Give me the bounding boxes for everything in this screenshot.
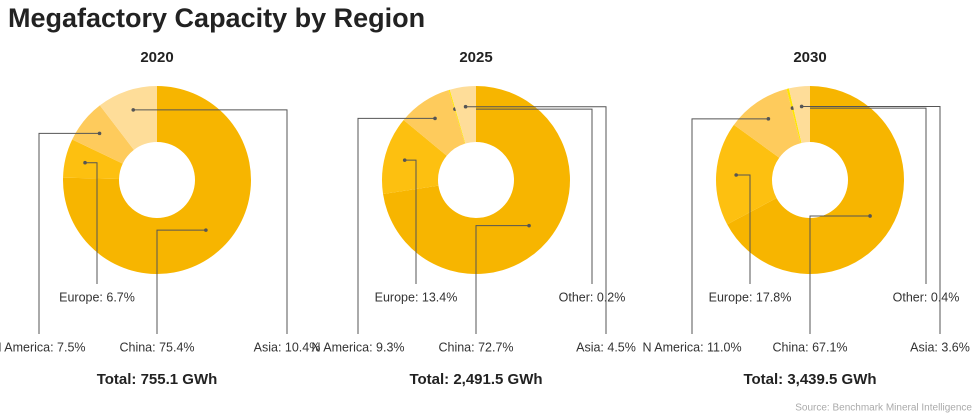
total-label: Total: 2,491.5 GWh: [409, 371, 542, 388]
leader-line: [156, 229, 206, 334]
leader-line: [801, 105, 941, 334]
leader-dot: [868, 214, 872, 218]
slice-label: Asia: 3.6%: [910, 340, 970, 354]
slice-label: Asia: 10.4%: [254, 340, 321, 354]
slice: [448, 89, 466, 144]
leader-dot: [766, 117, 771, 121]
slice: [733, 88, 801, 158]
leader-dot: [204, 228, 208, 232]
pie-title: 2030: [793, 49, 826, 66]
leader-line: [133, 109, 288, 334]
total-label: Total: 755.1 GWh: [97, 371, 218, 388]
slice-label: China: 75.4%: [119, 340, 194, 354]
slice-label: Other: 0.2%: [559, 290, 626, 304]
slice: [786, 88, 802, 144]
leader-line: [38, 132, 100, 334]
slice: [99, 86, 157, 150]
leader-dot: [799, 104, 804, 109]
leader-line: [736, 174, 751, 284]
slice-label: Europe: 13.4%: [375, 290, 458, 304]
slice-label: China: 72.7%: [438, 340, 513, 354]
leader-line: [465, 106, 607, 334]
leader-line: [691, 118, 769, 334]
slice-label: Other: 0.4%: [893, 290, 960, 304]
slice-label: Europe: 6.7%: [59, 290, 135, 304]
slice: [727, 86, 904, 274]
leader-dot: [463, 104, 468, 109]
pie-title: 2020: [140, 49, 173, 66]
slice: [381, 120, 447, 194]
slice-label: China: 67.1%: [772, 340, 847, 354]
source: Source: Benchmark Mineral Intelligence: [795, 403, 972, 414]
leader-line: [809, 215, 871, 334]
slice-label: N America: 11.0%: [642, 340, 741, 354]
leader-dot: [527, 223, 531, 228]
slice: [403, 90, 465, 156]
slice: [383, 86, 570, 275]
leader-line: [85, 162, 98, 284]
pie-title: 2025: [459, 49, 492, 66]
slice-label: Europe: 17.8%: [709, 290, 792, 304]
total-label: Total: 3,439.5 GWh: [743, 371, 876, 388]
leader-dot: [734, 173, 738, 177]
leader-dot: [97, 131, 102, 136]
leader-dot: [402, 158, 407, 162]
slice: [449, 86, 476, 144]
leader-line: [792, 107, 927, 284]
leader-dot: [83, 160, 87, 165]
leader-dot: [131, 108, 136, 112]
slice: [63, 86, 251, 274]
slice: [72, 105, 134, 164]
leader-line: [404, 159, 417, 284]
slice: [63, 139, 123, 180]
leader-line: [454, 108, 593, 284]
slice-label: Asia: 4.5%: [576, 340, 636, 354]
chart-title: Megafactory Capacity by Region: [8, 3, 425, 33]
slice: [788, 86, 810, 143]
leader-line: [475, 225, 530, 334]
leader-line: [357, 117, 436, 334]
slice-label: N America: 7.5%: [0, 340, 86, 354]
slice-label: N America: 9.3%: [311, 340, 404, 354]
leader-dot: [433, 116, 437, 121]
